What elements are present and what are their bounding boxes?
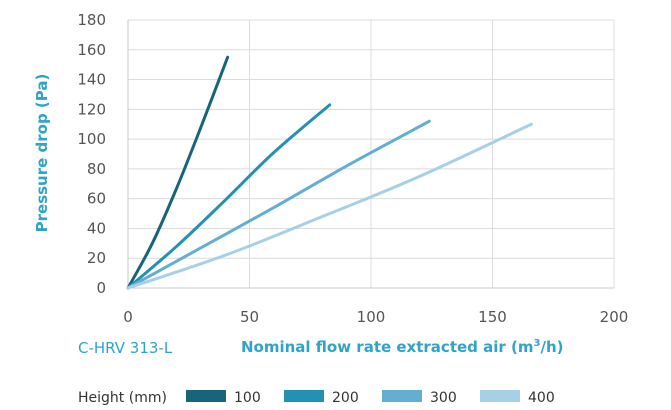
- x-axis-label-sup: 3: [534, 338, 541, 349]
- series-line-400: [126, 122, 533, 290]
- series-line-100: [126, 55, 230, 290]
- y-tick-label: 0: [96, 279, 106, 297]
- x-tick-label: 150: [478, 308, 507, 326]
- x-tick-labels: 0 50 100 150 200: [123, 308, 628, 326]
- y-tick-label: 180: [77, 11, 106, 29]
- y-tick-labels: 0 20 40 60 80 100 120 140 160 180: [77, 11, 106, 297]
- y-tick-label: 20: [87, 249, 106, 267]
- x-axis-label: Nominal flow rate extracted air (m3/h): [241, 338, 563, 356]
- x-tick-label: 200: [600, 308, 629, 326]
- x-tick-label: 50: [240, 308, 259, 326]
- series-lines: [126, 55, 533, 290]
- series-line-200: [126, 103, 332, 290]
- series-line-300: [126, 119, 431, 290]
- legend-label-200: 200: [332, 390, 359, 406]
- y-tick-label: 120: [77, 100, 106, 118]
- x-axis-label-main: Nominal flow rate extracted air (m: [241, 338, 534, 356]
- legend-swatch-200: [284, 390, 324, 402]
- legend-swatch-300: [382, 390, 422, 402]
- y-tick-label: 40: [87, 219, 106, 237]
- legend-label-100: 100: [234, 390, 261, 406]
- legend-label-400: 400: [528, 390, 555, 406]
- y-tick-label: 80: [87, 160, 106, 178]
- y-tick-label: 100: [77, 130, 106, 148]
- legend-swatch-100: [186, 390, 226, 402]
- y-axis-label: Pressure drop (Pa): [33, 74, 51, 233]
- legend: 100 200 300 400: [186, 390, 555, 406]
- model-label: C-HRV 313-L: [78, 339, 173, 357]
- legend-title: Height (mm): [78, 390, 167, 406]
- legend-swatch-400: [480, 390, 520, 402]
- y-tick-label: 160: [77, 41, 106, 59]
- chart-axes: [127, 20, 614, 289]
- y-tick-label: 60: [87, 190, 106, 208]
- x-axis-label-end: /h): [540, 338, 563, 356]
- x-tick-label: 100: [357, 308, 386, 326]
- legend-label-300: 300: [430, 390, 457, 406]
- y-tick-label: 140: [77, 71, 106, 89]
- x-tick-label: 0: [123, 308, 133, 326]
